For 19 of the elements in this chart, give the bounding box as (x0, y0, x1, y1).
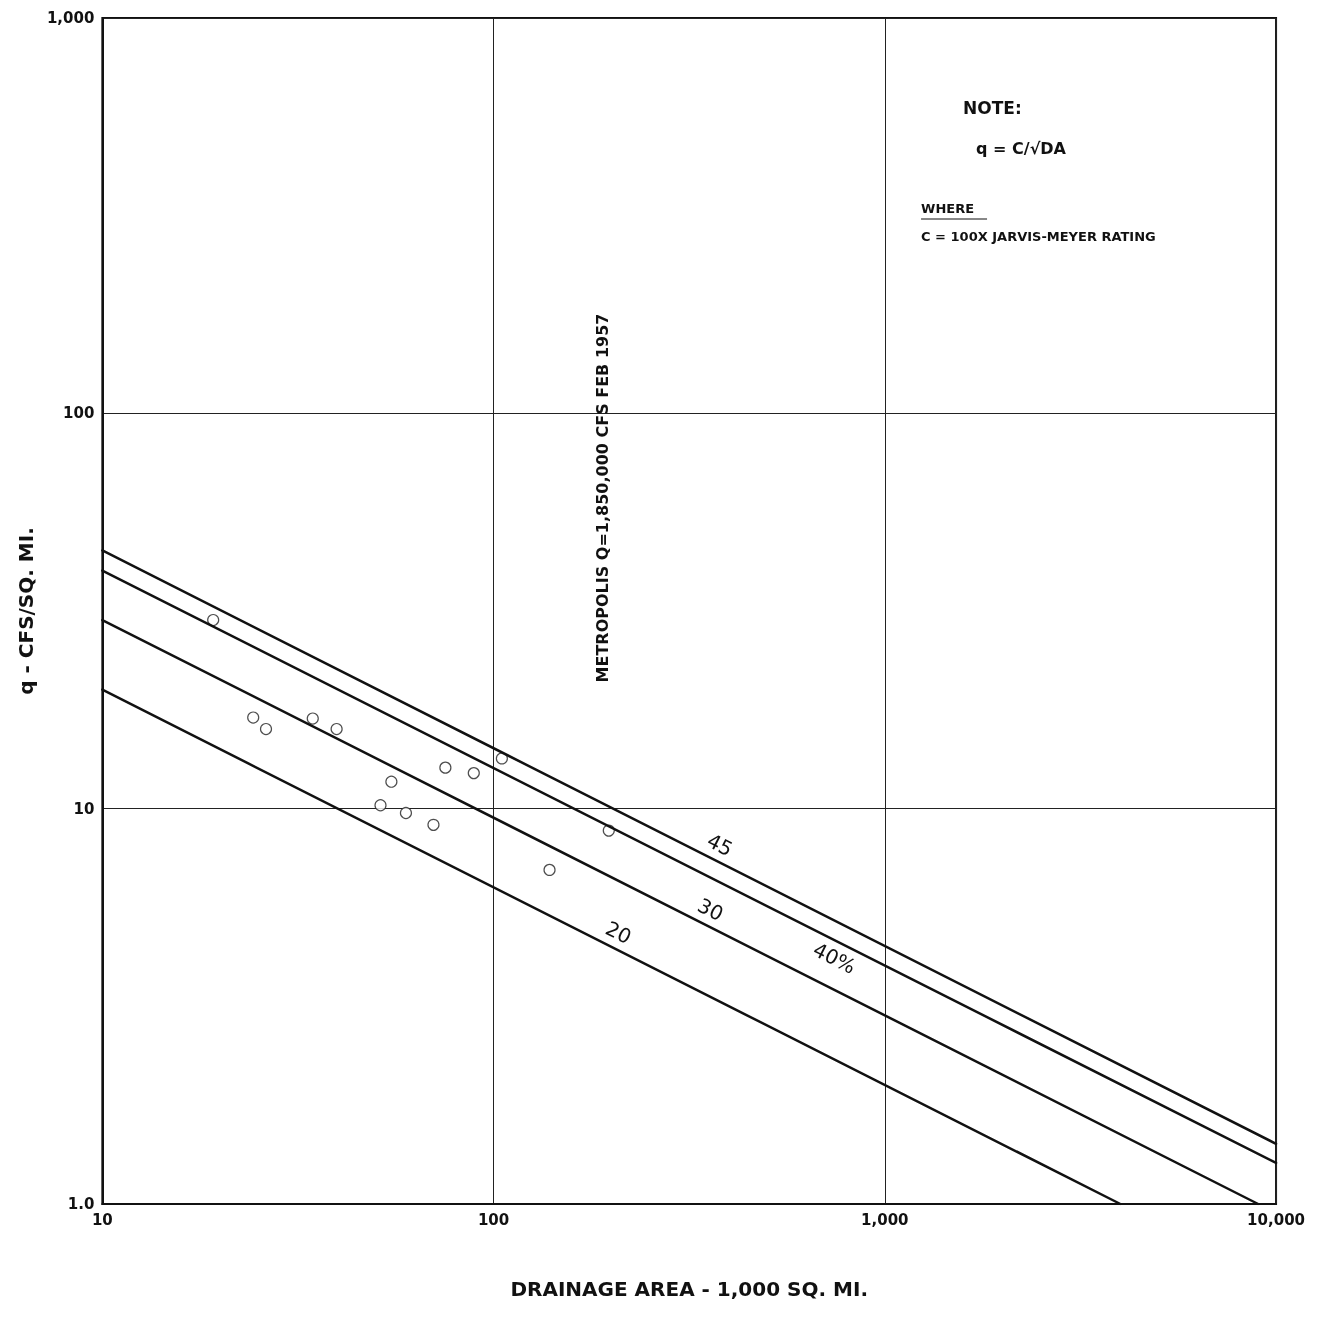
y-tick-label: 1.0 (67, 1195, 95, 1213)
annotation: q = C/√DA (976, 138, 1067, 158)
x-tick-label: 100 (477, 1210, 510, 1229)
annotation: C = 100X JARVIS-MEYER RATING (921, 228, 1156, 244)
x-tick-label: 1,000 (861, 1210, 909, 1229)
text: 20 (601, 916, 636, 949)
y-tick-label: 10 (73, 799, 95, 818)
x-axis-title: DRAINAGE AREA - 1,000 SQ. MI. (510, 1277, 868, 1301)
annotation: NOTE: (963, 98, 1022, 118)
x-tick-label: 10 (91, 1210, 113, 1229)
x-tick-label: 10,000 (1247, 1210, 1305, 1229)
y-tick-label: 1,000 (46, 9, 95, 27)
text: 40% (809, 937, 860, 979)
annotation: METROPOLIS Q=1,850,000 CFS FEB 1957 (593, 313, 613, 683)
text: 45 (703, 828, 737, 862)
y-axis-title: q - CFS/SQ. MI. (14, 527, 38, 695)
text: 30 (693, 892, 728, 926)
y-tick-label: 100 (63, 404, 95, 423)
annotation: WHERE (921, 200, 975, 216)
